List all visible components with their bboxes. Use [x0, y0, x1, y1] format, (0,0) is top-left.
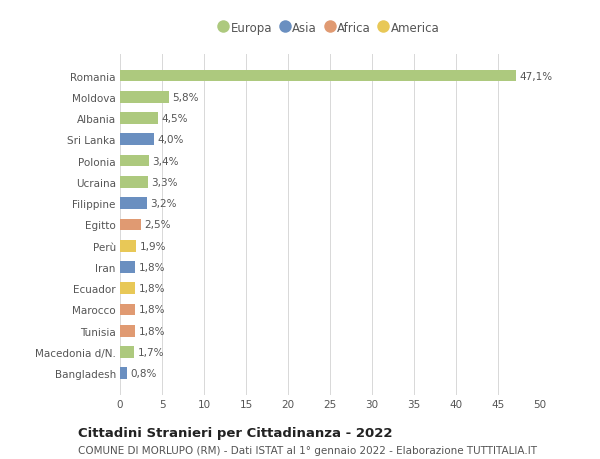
Bar	[120, 347, 134, 358]
Text: 3,2%: 3,2%	[150, 199, 177, 209]
Bar	[120, 71, 515, 82]
Bar	[120, 368, 127, 379]
Text: 1,7%: 1,7%	[137, 347, 164, 357]
Legend: Europa, Asia, Africa, America: Europa, Asia, Africa, America	[215, 17, 445, 39]
Text: COMUNE DI MORLUPO (RM) - Dati ISTAT al 1° gennaio 2022 - Elaborazione TUTTITALIA: COMUNE DI MORLUPO (RM) - Dati ISTAT al 1…	[78, 445, 537, 455]
Bar	[120, 304, 135, 316]
Bar	[120, 241, 136, 252]
Text: 1,8%: 1,8%	[139, 263, 165, 272]
Text: 4,0%: 4,0%	[157, 135, 184, 145]
Bar	[120, 219, 141, 231]
Text: 1,8%: 1,8%	[139, 284, 165, 294]
Text: 1,9%: 1,9%	[139, 241, 166, 251]
Bar	[120, 325, 135, 337]
Bar	[120, 283, 135, 294]
Text: 47,1%: 47,1%	[519, 71, 552, 81]
Bar	[120, 198, 147, 209]
Bar	[120, 262, 135, 273]
Text: 1,8%: 1,8%	[139, 305, 165, 315]
Text: 0,8%: 0,8%	[130, 369, 157, 379]
Bar	[120, 113, 158, 125]
Text: 4,5%: 4,5%	[161, 114, 188, 124]
Bar	[120, 134, 154, 146]
Text: 2,5%: 2,5%	[145, 220, 171, 230]
Text: 5,8%: 5,8%	[172, 93, 199, 102]
Bar	[120, 177, 148, 188]
Bar	[120, 156, 149, 167]
Text: 1,8%: 1,8%	[139, 326, 165, 336]
Bar	[120, 92, 169, 103]
Text: Cittadini Stranieri per Cittadinanza - 2022: Cittadini Stranieri per Cittadinanza - 2…	[78, 426, 392, 439]
Text: 3,3%: 3,3%	[151, 178, 178, 187]
Text: 3,4%: 3,4%	[152, 156, 178, 166]
